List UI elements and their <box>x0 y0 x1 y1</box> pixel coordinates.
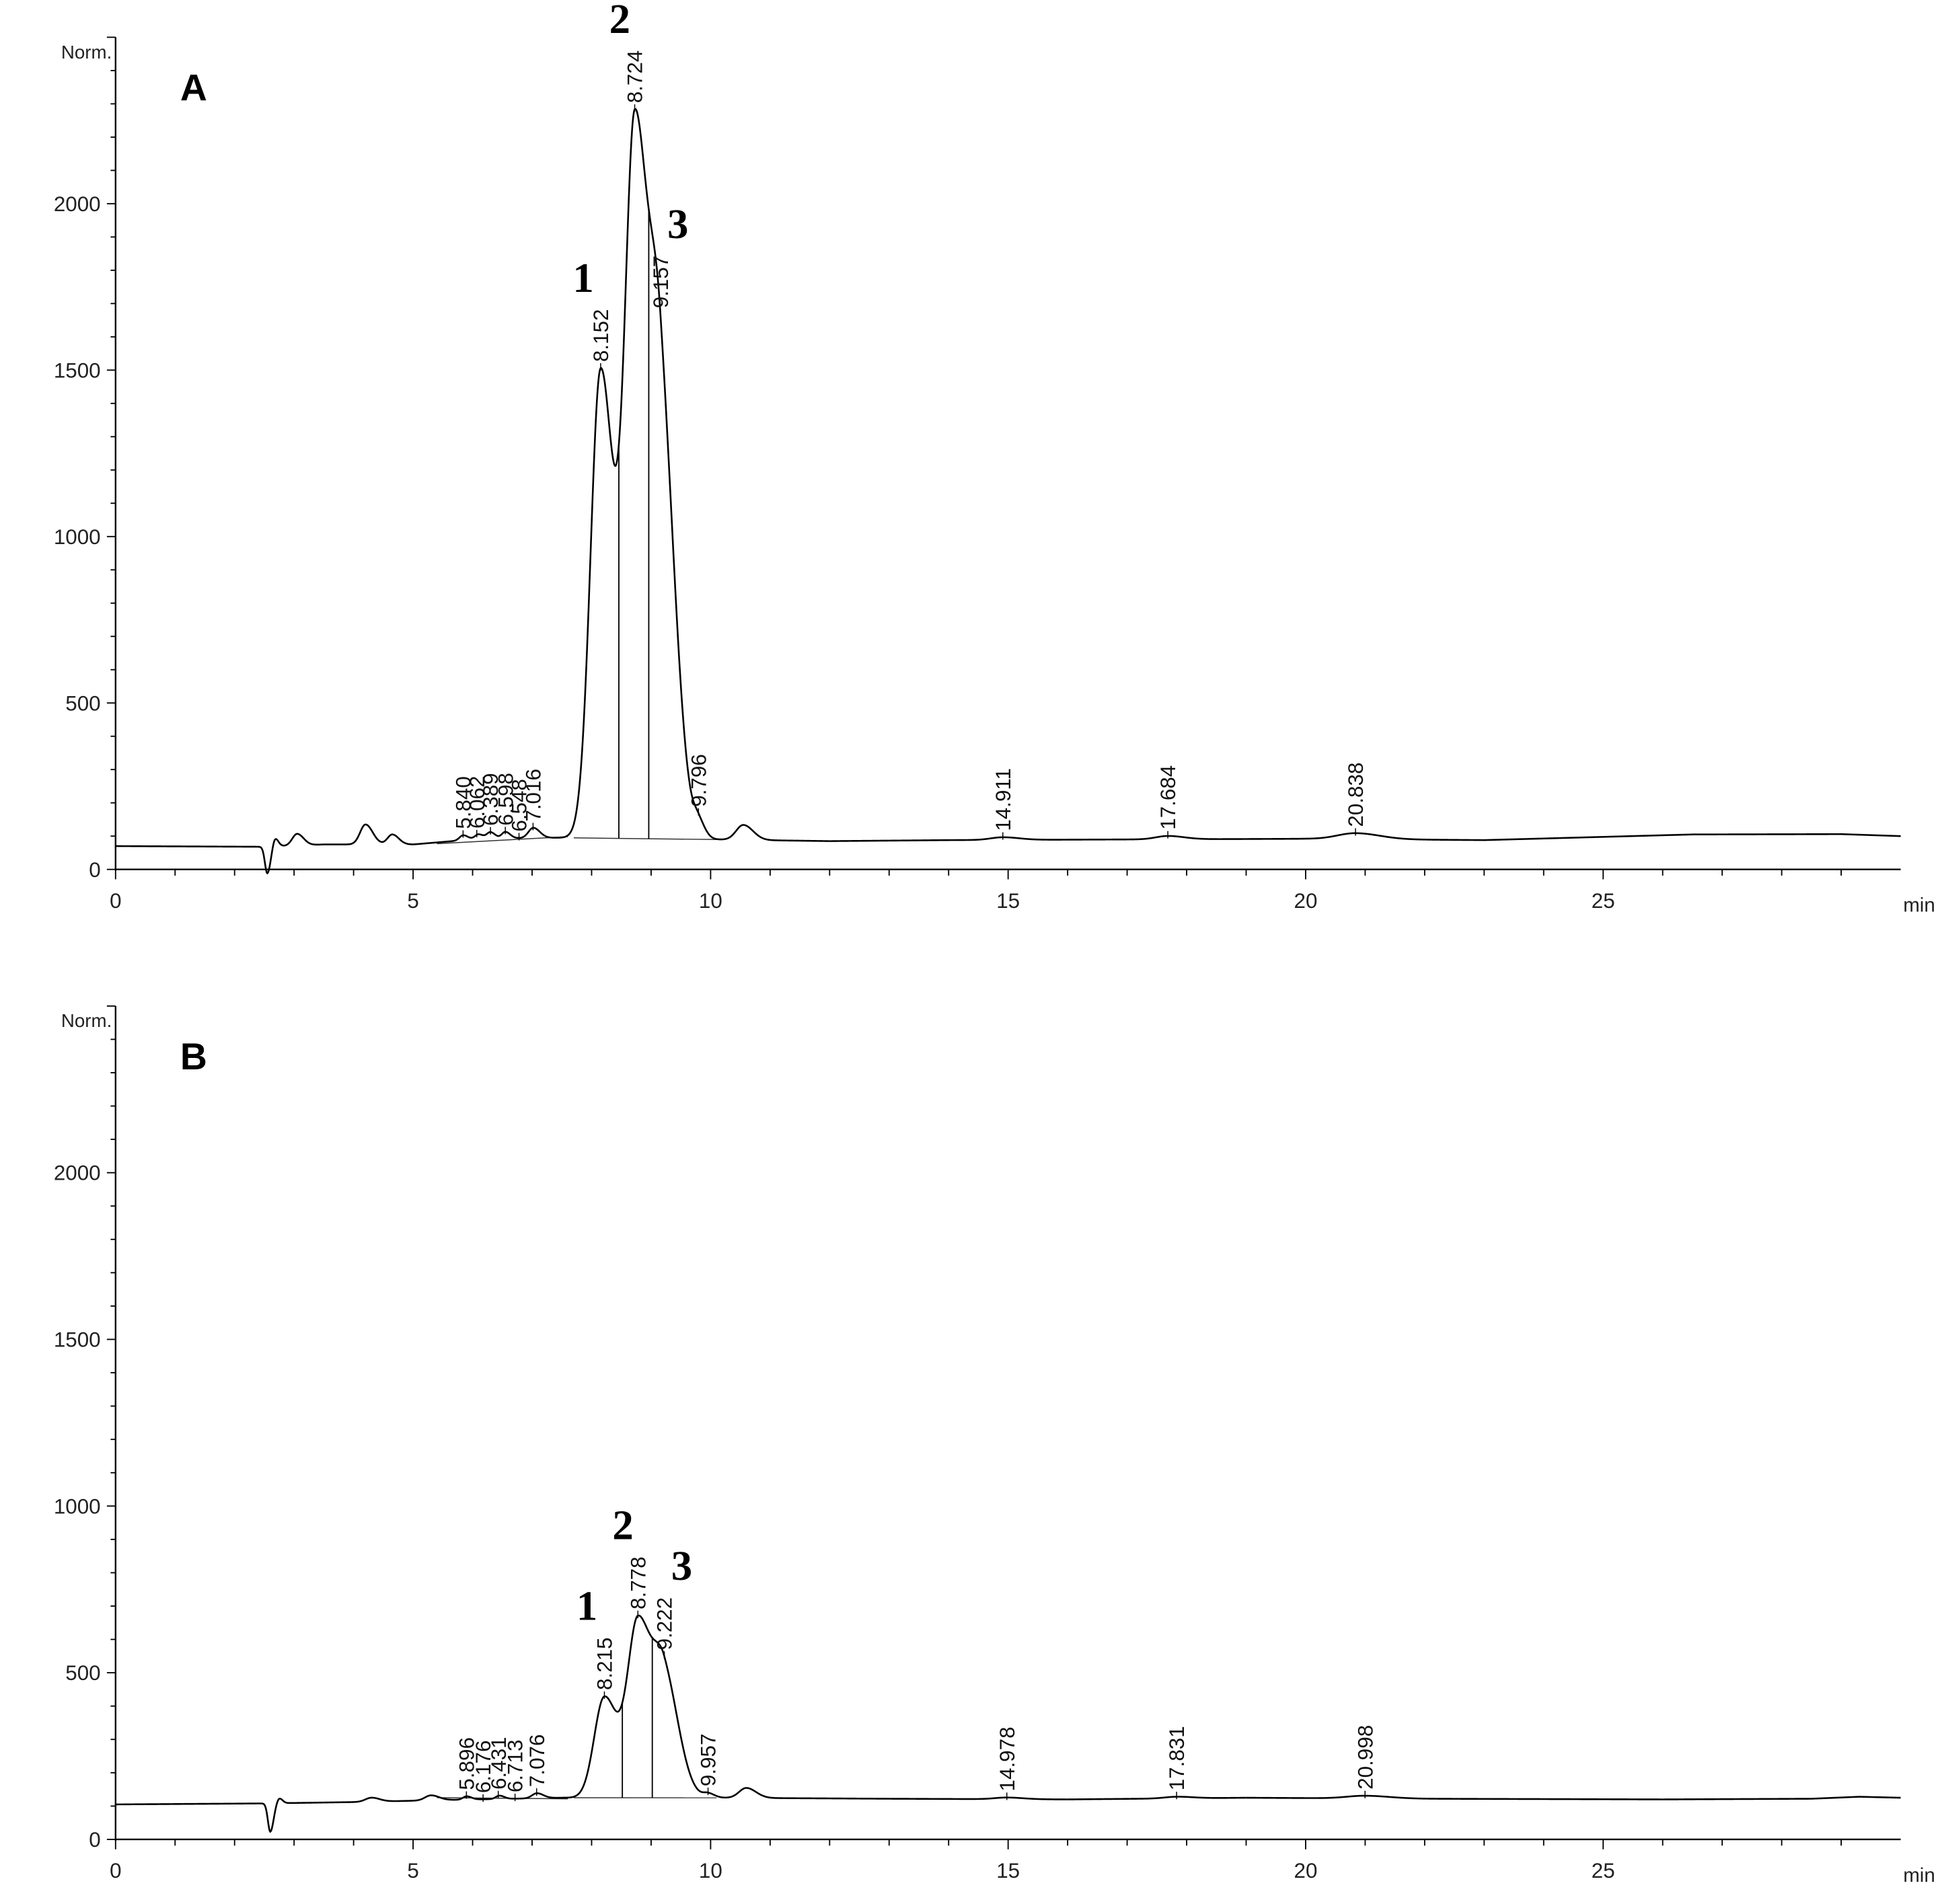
y-tick-label: 2000 <box>54 1162 101 1185</box>
panel-label: B <box>180 1036 207 1077</box>
integration-baseline <box>437 836 568 845</box>
y-tick-label: 500 <box>65 1661 100 1685</box>
compound-label: 1 <box>572 254 593 301</box>
x-axis-label: min <box>1903 1864 1935 1887</box>
y-tick-label: 1500 <box>54 1328 101 1352</box>
y-tick-label: 0 <box>89 858 100 882</box>
peak-rt-label: 9.222 <box>653 1597 677 1650</box>
peak-rt-label: 20.838 <box>1344 763 1368 827</box>
peak-rt-label: 6.598 <box>494 773 517 826</box>
peak-rt-label: 8.724 <box>624 50 647 104</box>
peak-rt-label: 9.157 <box>649 256 673 309</box>
y-axis-label: Norm. <box>61 1010 112 1031</box>
peak-rt-label: 7.076 <box>525 1735 549 1788</box>
peak-rt-label: 14.911 <box>992 768 1015 831</box>
peak-rt-label: 17.831 <box>1165 1726 1189 1790</box>
peak-rt-label: 8.778 <box>626 1556 650 1609</box>
x-tick-label: 15 <box>996 889 1020 913</box>
y-tick-label: 0 <box>89 1828 100 1852</box>
x-tick-label: 10 <box>699 1859 722 1882</box>
peak-rt-label: 6.713 <box>504 1740 527 1793</box>
y-axis-label: Norm. <box>61 42 112 63</box>
y-tick-label: 1000 <box>54 1494 101 1518</box>
peak-rt-label: 6.176 <box>472 1741 495 1794</box>
x-tick-label: 5 <box>407 889 418 913</box>
integration-baseline <box>573 837 717 841</box>
peak-rt-label: 14.978 <box>996 1726 1019 1791</box>
peak-rt-label: 6.389 <box>479 773 502 826</box>
chart-panel-a: 0 500 1000 1500 2000 0 5 10 15 20 25 Norm. min A 5.840… <box>54 0 1935 916</box>
compound-label: 2 <box>612 1502 633 1549</box>
compound-label: 3 <box>667 200 688 247</box>
y-tick-label: 500 <box>65 691 100 715</box>
peak-rt-label: 5.840 <box>451 776 475 829</box>
chromatogram-trace <box>115 1614 1901 1833</box>
y-tick-label: 1500 <box>54 358 101 382</box>
peak-rt-label: 5.896 <box>455 1737 478 1790</box>
compound-label: 1 <box>576 1583 597 1630</box>
x-tick-label: 5 <box>407 1859 418 1882</box>
peak-rt-label: 17.684 <box>1156 765 1180 830</box>
x-tick-label: 0 <box>110 889 121 913</box>
compound-label: 3 <box>671 1542 692 1589</box>
peak-rt-label: 8.152 <box>589 309 613 363</box>
peak-rt-label: 7.016 <box>522 769 546 822</box>
x-axis-label: min <box>1903 894 1935 916</box>
peak-rt-label: 9.957 <box>697 1734 720 1787</box>
peak-rt-label: 6.548 <box>508 779 531 832</box>
x-tick-label: 25 <box>1592 1859 1615 1882</box>
peak-rt-label: 8.215 <box>593 1638 617 1691</box>
y-tick-label: 2000 <box>54 192 101 216</box>
x-tick-label: 20 <box>1294 1859 1318 1882</box>
y-tick-label: 1000 <box>54 525 101 549</box>
x-tick-label: 25 <box>1592 889 1615 913</box>
integration-baseline <box>437 1797 568 1800</box>
chart-panel-b: 0 500 1000 1500 2000 0 5 10 15 20 25 Norm. min B 5.896… <box>54 1005 1935 1887</box>
compound-label: 2 <box>609 0 630 42</box>
peak-rt-label: 6.062 <box>465 776 489 829</box>
peak-rt-label: 20.998 <box>1353 1725 1377 1790</box>
chromatogram-trace <box>115 108 1901 875</box>
panel-label: A <box>180 67 207 109</box>
x-tick-label: 0 <box>110 1859 121 1882</box>
peak-rt-label: 9.796 <box>687 754 710 807</box>
x-tick-label: 15 <box>996 1859 1020 1882</box>
x-tick-label: 20 <box>1294 889 1318 913</box>
x-tick-label: 10 <box>699 889 722 913</box>
peak-rt-label: 6.431 <box>487 1737 511 1790</box>
